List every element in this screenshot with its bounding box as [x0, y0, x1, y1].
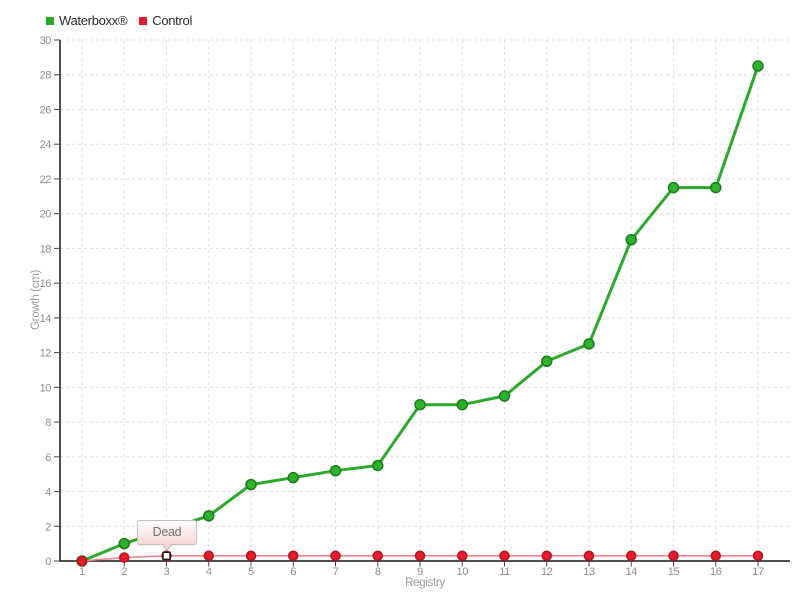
legend-swatch-control [139, 16, 148, 25]
data-point-waterboxx-12[interactable] [541, 355, 553, 368]
data-point-waterboxx-17[interactable] [752, 60, 764, 72]
data-point-waterboxx-10[interactable] [456, 398, 468, 411]
y-tick-label: 6 [45, 452, 51, 464]
y-tick-label: 26 [40, 104, 52, 116]
selected-point-marker[interactable] [162, 551, 171, 560]
x-tick-label: 14 [626, 566, 638, 578]
data-point-waterboxx-13[interactable] [583, 338, 595, 350]
data-point-control-6[interactable] [288, 550, 299, 562]
data-point-control-1[interactable] [76, 555, 88, 567]
x-tick-label: 15 [668, 566, 680, 578]
legend-swatch-waterboxx [46, 16, 54, 25]
data-point-control-4[interactable] [203, 550, 214, 562]
y-tick-label: 10 [40, 382, 52, 394]
y-tick-label: 16 [40, 278, 52, 290]
data-point-control-14[interactable] [626, 550, 637, 562]
data-point-control-11[interactable] [499, 550, 510, 562]
x-tick-label: 16 [710, 566, 722, 578]
data-point-control-9[interactable] [414, 550, 426, 562]
dead-tooltip: Dead [137, 519, 197, 551]
x-tick-label: 5 [248, 566, 254, 578]
x-tick-label: 3 [164, 566, 170, 578]
y-tick-label: 28 [40, 70, 52, 82]
data-point-control-16[interactable] [710, 550, 721, 562]
tooltip-text: Dead [152, 525, 182, 540]
x-tick-label: 11 [499, 566, 510, 578]
data-point-waterboxx-8[interactable] [372, 459, 384, 472]
legend-item-control[interactable]: Control [139, 13, 192, 28]
x-tick-label: 2 [121, 566, 127, 578]
legend-item-waterboxx[interactable]: Waterboxx® [46, 13, 128, 28]
y-tick-label: 18 [40, 243, 52, 255]
x-tick-label: 1 [79, 566, 85, 578]
data-point-waterboxx-4[interactable] [203, 510, 215, 522]
y-tick-label: 12 [40, 348, 52, 360]
x-tick-label: 9 [417, 566, 423, 578]
data-point-waterboxx-11[interactable] [498, 390, 511, 402]
y-axis-title: Growth (cm) [30, 270, 42, 330]
x-tick-label: 10 [457, 566, 469, 578]
data-point-waterboxx-2[interactable] [118, 537, 130, 550]
x-tick-label: 4 [206, 566, 212, 578]
legend-label-control: Control [152, 13, 193, 28]
legend-label-waterboxx: Waterboxx® [59, 13, 128, 28]
y-tick-label: 4 [45, 487, 51, 499]
data-point-waterboxx-5[interactable] [245, 478, 257, 491]
x-tick-label: 17 [752, 566, 764, 578]
y-tick-label: 22 [40, 174, 52, 186]
y-tick-label: 2 [45, 521, 51, 533]
y-tick-label: 30 [40, 35, 52, 47]
data-point-control-13[interactable] [583, 550, 595, 562]
data-point-waterboxx-16[interactable] [710, 181, 722, 194]
x-tick-label: 7 [333, 566, 339, 578]
y-tick-label: 0 [45, 556, 51, 568]
x-tick-label: 8 [375, 566, 381, 578]
data-point-control-2[interactable] [119, 552, 130, 563]
data-point-waterboxx-14[interactable] [625, 233, 637, 246]
data-point-waterboxx-6[interactable] [287, 471, 299, 484]
data-point-control-8[interactable] [372, 550, 383, 562]
data-point-control-7[interactable] [330, 550, 341, 562]
x-axis-title: Registry [405, 577, 445, 589]
data-point-control-15[interactable] [668, 550, 679, 562]
data-point-waterboxx-9[interactable] [414, 398, 426, 411]
data-point-waterboxx-7[interactable] [329, 464, 342, 477]
data-point-control-17[interactable] [752, 550, 764, 562]
data-point-waterboxx-15[interactable] [667, 181, 680, 194]
y-tick-label: 14 [40, 313, 52, 325]
x-tick-label: 6 [290, 566, 296, 578]
y-tick-label: 20 [40, 209, 52, 221]
data-point-control-5[interactable] [245, 550, 257, 562]
y-tick-label: 24 [40, 139, 52, 151]
y-tick-label: 8 [45, 417, 51, 429]
x-tick-label: 12 [541, 566, 553, 578]
legend: Waterboxx® Control [46, 13, 192, 28]
data-point-control-12[interactable] [541, 550, 552, 562]
data-point-control-10[interactable] [457, 550, 468, 562]
x-tick-label: 13 [583, 566, 595, 578]
